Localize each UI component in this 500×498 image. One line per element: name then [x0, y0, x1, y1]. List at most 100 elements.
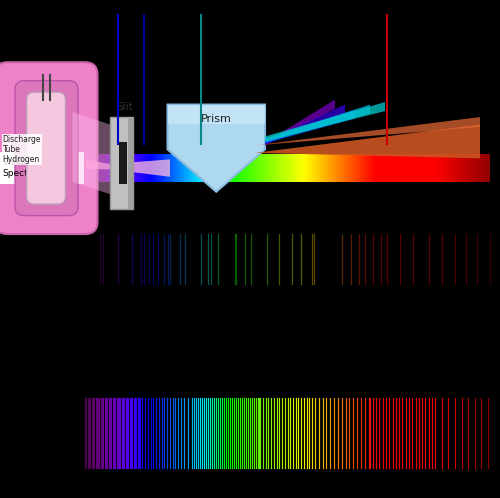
Bar [137, 154, 138, 182]
Bar [414, 154, 416, 182]
Bar [332, 154, 333, 182]
Bar [146, 154, 148, 182]
Bar [368, 154, 370, 182]
Bar [418, 154, 420, 182]
Bar [328, 154, 330, 182]
Bar [429, 154, 430, 182]
Bar [464, 154, 466, 182]
Bar [308, 154, 309, 182]
Bar [187, 154, 188, 182]
Bar [405, 154, 406, 182]
Bar [152, 154, 153, 182]
Bar [182, 154, 184, 182]
Bar [242, 154, 244, 182]
Bar [393, 154, 394, 182]
Bar [317, 154, 318, 182]
Bar [341, 154, 342, 182]
Bar [287, 154, 288, 182]
Bar [127, 154, 128, 182]
Bar [142, 154, 144, 182]
Bar [289, 154, 290, 182]
Bar [370, 154, 372, 182]
Bar [256, 154, 257, 182]
Bar [298, 154, 300, 182]
Bar [395, 154, 396, 182]
Bar [456, 154, 457, 182]
Bar [154, 154, 155, 182]
Bar [140, 154, 141, 182]
Bar [305, 154, 306, 182]
Bar [427, 154, 428, 182]
Bar [185, 154, 186, 182]
Bar [196, 154, 198, 182]
Polygon shape [168, 105, 265, 192]
Bar [266, 154, 268, 182]
Bar [468, 154, 469, 182]
Polygon shape [265, 110, 355, 143]
Bar [226, 154, 228, 182]
Bar [148, 154, 149, 182]
Bar [423, 154, 424, 182]
Bar [194, 154, 196, 182]
Bar [376, 154, 378, 182]
Bar [474, 154, 475, 182]
Bar [228, 154, 230, 182]
Bar [258, 154, 260, 182]
Bar [468, 154, 469, 182]
Bar [254, 154, 256, 182]
Bar [302, 154, 304, 182]
Polygon shape [265, 105, 345, 144]
Bar [195, 154, 196, 182]
Bar [177, 154, 178, 182]
Bar [471, 154, 472, 182]
Bar [98, 154, 99, 182]
Bar [207, 154, 208, 182]
Bar [304, 154, 305, 182]
Bar [460, 154, 462, 182]
Bar [336, 154, 338, 182]
Bar [120, 154, 122, 182]
Bar [193, 154, 194, 182]
Bar [100, 154, 101, 182]
Bar [366, 154, 367, 182]
Bar [132, 154, 134, 182]
Bar [309, 154, 310, 182]
Bar [454, 154, 456, 182]
Bar [322, 154, 324, 182]
Bar [370, 154, 371, 182]
Bar [99, 154, 100, 182]
Bar [391, 154, 392, 182]
Bar [406, 154, 408, 182]
Bar [326, 154, 328, 182]
Bar [306, 154, 307, 182]
Bar [266, 154, 267, 182]
Bar [358, 154, 359, 182]
Bar [208, 154, 209, 182]
Bar [354, 154, 355, 182]
Bar [364, 154, 365, 182]
Bar [322, 154, 323, 182]
Bar [478, 154, 479, 182]
Bar [204, 154, 205, 182]
Bar [230, 154, 232, 182]
Bar [373, 154, 374, 182]
Polygon shape [168, 105, 265, 124]
Bar [129, 154, 130, 182]
Bar [0, 232, 500, 286]
Bar [237, 154, 238, 182]
Bar [436, 154, 437, 182]
Bar [364, 154, 366, 182]
Bar [445, 154, 446, 182]
Bar [484, 154, 486, 182]
Bar [130, 154, 132, 182]
Bar [123, 154, 124, 182]
Bar [202, 154, 203, 182]
Bar [407, 154, 408, 182]
Bar [139, 154, 140, 182]
Bar [270, 154, 272, 182]
Bar [459, 154, 460, 182]
Bar [216, 154, 217, 182]
Bar [288, 154, 290, 182]
Bar [436, 154, 438, 182]
Bar [248, 154, 249, 182]
